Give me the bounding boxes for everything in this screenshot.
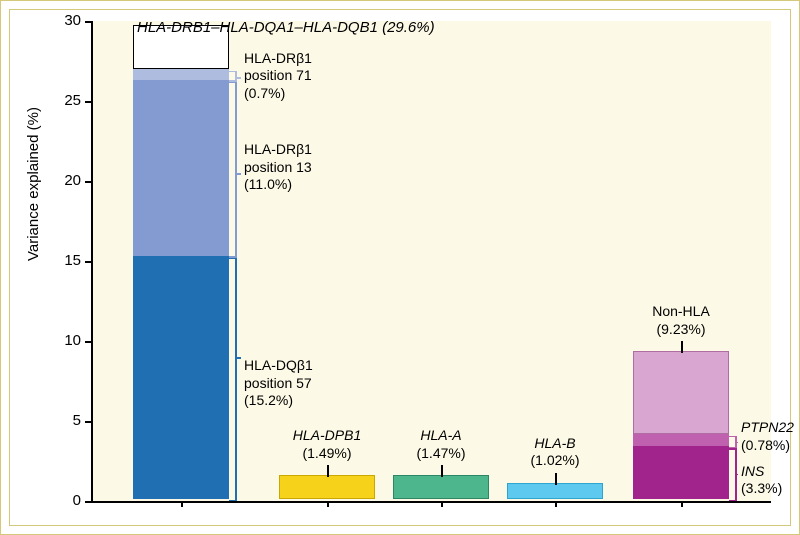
chart-container: Variance explained (%) 0 5 10 15 20 25 30 HLA-D… [0,0,800,535]
x-tick [327,501,329,507]
connector [235,173,241,175]
segment-hla-drb1-pos13 [133,80,229,256]
segment-hla-dpb1-seg [279,475,375,499]
y-axis-label: Variance explained (%) [25,107,42,261]
y-tick-label: 5 [51,412,81,429]
annotation-ptpn22: PTPN22(0.78%) [741,419,794,454]
annotation-hla-drb1-pos71: HLA-DRβ1position 71(0.7%) [244,50,312,103]
x-tick [555,501,557,507]
y-tick-mark [85,21,91,23]
connector [735,474,738,476]
y-tick-mark [85,341,91,343]
connector [235,357,241,359]
y-tick-mark [85,261,91,263]
y-tick-mark [85,181,91,183]
segment-ins [633,446,729,499]
segment-hla-b-seg [507,483,603,499]
label-tick [681,341,683,353]
y-tick-label: 30 [51,12,81,29]
connector [735,442,738,444]
top-label-hla-drb1-dqa1-dqb1: HLA-DRB1–HLA-DQA1–HLA-DQB1 (29.6%) [137,19,435,36]
connector [235,258,237,501]
segment-hla-dqb1-pos57 [133,256,229,499]
y-axis-line [91,21,93,501]
segment-ptpn22 [633,434,729,446]
label-tick [441,465,443,477]
y-tick-label: 10 [51,332,81,349]
y-tick-label: 15 [51,252,81,269]
x-tick [441,501,443,507]
bar-label-non-hla: Non-HLA(9.23%) [621,303,741,338]
label-tick [555,473,557,485]
x-tick [681,501,683,507]
annotation-ins: INS(3.3%) [741,463,782,498]
connector [235,77,241,79]
bar-label-hla-a: HLA-A(1.47%) [381,427,501,462]
label-tick [327,465,329,477]
y-tick-mark [85,101,91,103]
y-tick-mark [85,421,91,423]
segment-non-hla-remainder [633,351,729,433]
x-tick [181,501,183,507]
y-tick-mark [85,501,91,503]
segment-hla-drb1-pos71 [133,69,229,80]
segment-hla-a-seg [393,475,489,499]
connector [235,82,237,258]
x-axis-line [91,501,771,503]
annotation-hla-drb1-pos13: HLA-DRβ1position 13(11.0%) [244,141,312,194]
annotation-hla-dqb1-pos57: HLA-DQβ1position 57(15.2%) [244,357,313,410]
bar-label-hla-b: HLA-B(1.02%) [495,435,615,470]
y-tick-label: 25 [51,92,81,109]
y-tick-label: 0 [51,492,81,509]
bar-label-hla-dpb1: HLA-DPB1(1.49%) [267,427,387,462]
y-tick-label: 20 [51,172,81,189]
